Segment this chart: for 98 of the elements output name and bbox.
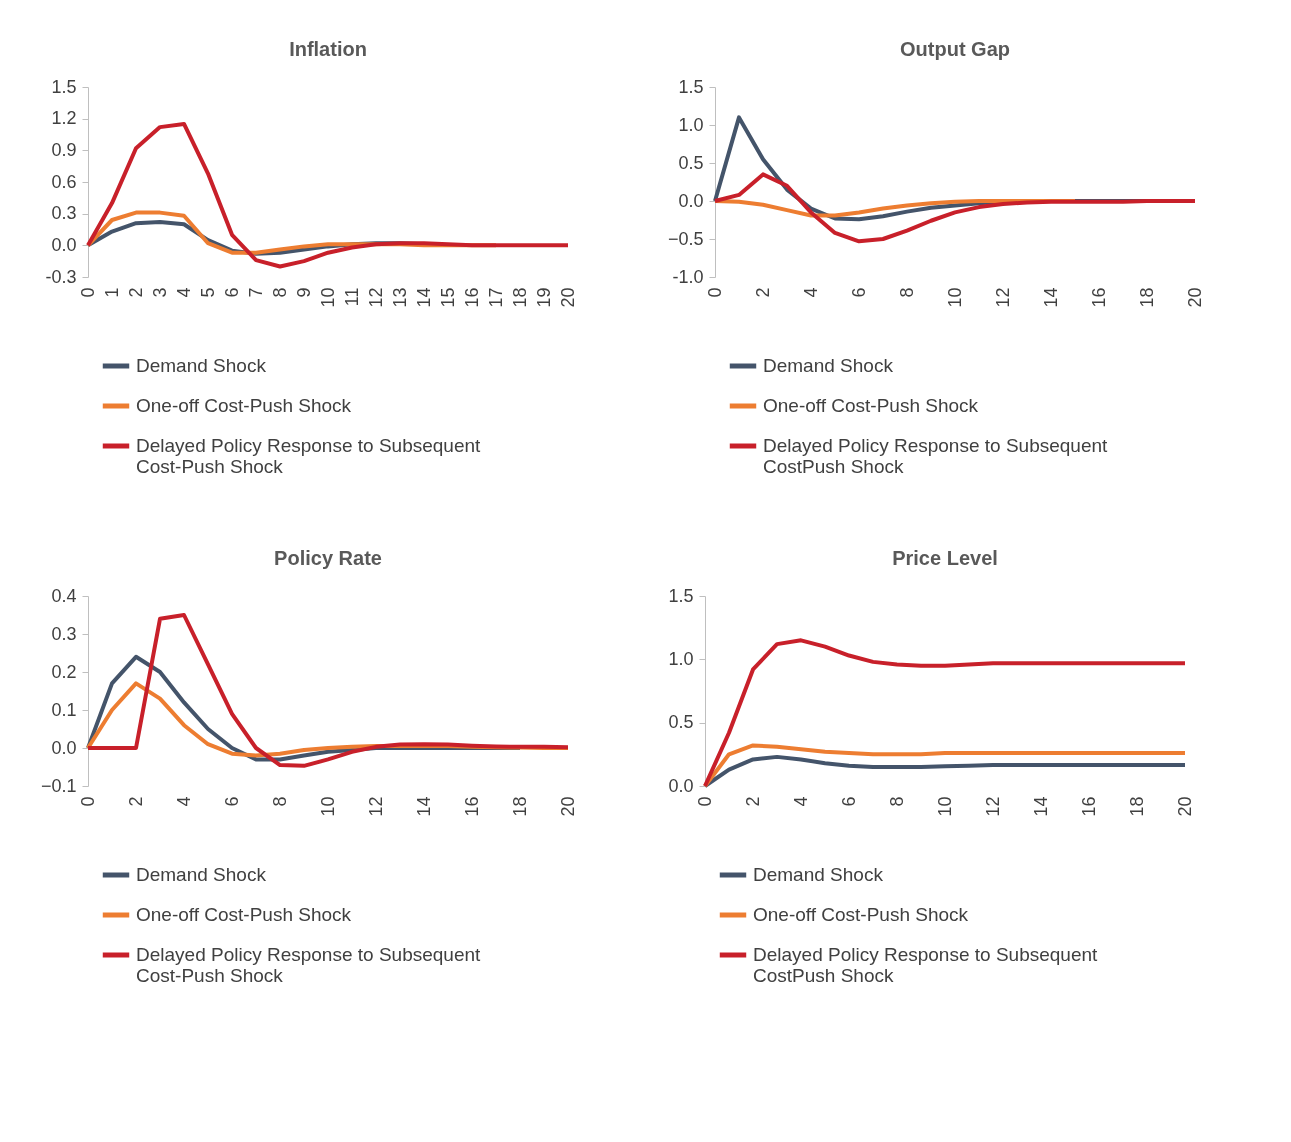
y-tick-label: 0.0	[51, 737, 77, 758]
x-tick-label: 12	[365, 796, 386, 817]
y-tick-label: 0.3	[51, 203, 77, 224]
y-tick-label: 0.1	[51, 699, 77, 720]
legend-label: Delayed Policy Response to Subsequent Cost-Push Shock	[136, 435, 482, 477]
x-tick-label: 10	[934, 796, 955, 817]
x-tick-label: 11	[341, 287, 362, 307]
x-tick-label: 2	[125, 796, 146, 807]
legend-label: Demand Shock	[136, 864, 267, 885]
y-tick-label: 0.0	[678, 190, 704, 211]
y-tick-label: 1.5	[668, 585, 694, 606]
x-tick-label: 1	[101, 287, 122, 298]
chart-title: Output Gap	[900, 38, 1010, 60]
x-tick-label: 19	[533, 287, 554, 308]
x-tick-label: 14	[413, 287, 434, 308]
x-tick-label: 20	[557, 287, 578, 308]
x-tick-label: 15	[437, 287, 458, 308]
x-tick-label: 4	[173, 287, 194, 298]
x-tick-label: 8	[269, 287, 290, 298]
y-tick-label: 1.0	[678, 114, 704, 135]
x-tick-label: 8	[896, 287, 917, 298]
chart-title: Price Level	[892, 547, 998, 569]
x-tick-label: 10	[317, 287, 338, 308]
x-tick-label: 10	[944, 287, 965, 308]
legend-label: Delayed Policy Response to Subsequent Cost-Push Shock	[136, 944, 482, 986]
y-tick-label: 0.4	[51, 585, 77, 606]
x-tick-label: 0	[704, 287, 725, 298]
x-tick-label: 6	[221, 287, 242, 298]
y-tick-label: 0.5	[678, 152, 704, 173]
x-tick-label: 20	[1184, 287, 1205, 308]
y-tick-label: -1.0	[672, 266, 704, 287]
legend-label: Demand Shock	[136, 355, 267, 376]
x-tick-label: 20	[1174, 796, 1195, 817]
legend-label: Demand Shock	[753, 864, 884, 885]
x-tick-label: 2	[125, 287, 146, 298]
x-tick-label: 12	[982, 796, 1003, 817]
x-tick-label: 18	[509, 796, 530, 817]
x-tick-label: 4	[800, 287, 821, 298]
x-tick-label: 6	[848, 287, 869, 298]
legend-label: Delayed Policy Response to Subsequent CostPush Shock	[753, 944, 1099, 986]
x-tick-label: 12	[992, 287, 1013, 308]
x-tick-label: 16	[461, 796, 482, 817]
y-tick-label: −0.5	[667, 228, 704, 249]
x-tick-label: 16	[1078, 796, 1099, 817]
x-tick-label: 18	[1136, 287, 1157, 308]
y-tick-label: 1.5	[678, 76, 704, 97]
line-series	[703, 638, 1187, 788]
y-tick-label: 0.5	[668, 712, 694, 733]
x-tick-label: 4	[790, 796, 811, 807]
line-series	[86, 121, 570, 269]
y-tick-label: 0.6	[51, 171, 77, 192]
legend-label: One-off Cost-Push Shock	[753, 904, 969, 925]
y-tick-label: 0.2	[51, 661, 77, 682]
y-tick-label: 0.0	[51, 234, 77, 255]
legend-label: Delayed Policy Response to Subsequent CostPush Shock	[763, 435, 1109, 477]
chart-title: Policy Rate	[274, 547, 382, 569]
x-tick-label: 20	[557, 796, 578, 817]
y-tick-label: 0.0	[668, 775, 694, 796]
line-series	[703, 754, 1187, 788]
legend-label: One-off Cost-Push Shock	[136, 395, 352, 416]
x-tick-label: 16	[1088, 287, 1109, 308]
x-tick-label: 0	[77, 287, 98, 298]
x-tick-label: 7	[245, 287, 266, 298]
x-tick-label: 2	[742, 796, 763, 807]
y-tick-label: 0.3	[51, 623, 77, 644]
x-tick-label: 17	[485, 287, 506, 308]
x-tick-label: 9	[293, 287, 314, 298]
x-tick-label: 2	[752, 287, 773, 298]
x-tick-label: 4	[173, 796, 194, 807]
legend-label: Demand Shock	[763, 355, 894, 376]
x-tick-label: 14	[1040, 287, 1061, 308]
x-tick-label: 6	[221, 796, 242, 807]
x-tick-label: 0	[77, 796, 98, 807]
line-series	[86, 613, 570, 768]
x-tick-label: 13	[389, 287, 410, 308]
x-tick-label: 8	[886, 796, 907, 807]
x-tick-label: 12	[365, 287, 386, 308]
y-tick-label: 1.5	[51, 76, 77, 97]
legend-label: One-off Cost-Push Shock	[763, 395, 979, 416]
x-tick-label: 10	[317, 796, 338, 817]
y-tick-label: -0.3	[45, 266, 77, 287]
x-tick-label: 16	[461, 287, 482, 308]
x-tick-label: 14	[413, 796, 434, 817]
x-tick-label: 14	[1030, 796, 1051, 817]
x-tick-label: 6	[838, 796, 859, 807]
x-tick-label: 18	[509, 287, 530, 308]
legend-label: One-off Cost-Push Shock	[136, 904, 352, 925]
y-tick-label: −0.1	[40, 775, 77, 796]
line-series	[713, 172, 1197, 244]
y-tick-label: 0.9	[51, 139, 77, 160]
y-tick-label: 1.2	[51, 108, 77, 129]
x-tick-label: 18	[1126, 796, 1147, 817]
x-tick-label: 8	[269, 796, 290, 807]
y-tick-label: 1.0	[668, 648, 694, 669]
x-tick-label: 0	[694, 796, 715, 807]
x-tick-label: 3	[149, 287, 170, 298]
x-tick-label: 5	[197, 287, 218, 298]
chart-title: Inflation	[289, 38, 367, 60]
